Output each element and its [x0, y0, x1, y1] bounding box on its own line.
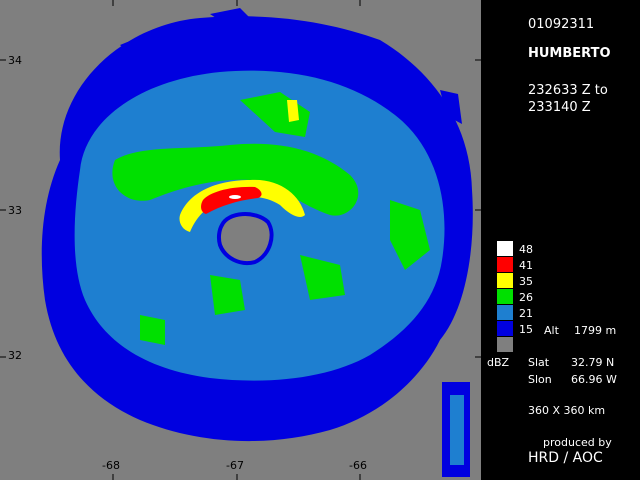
radar-reflectivity-plot: [0, 0, 481, 480]
time-start: 232633 Z to: [528, 83, 608, 98]
storm-eye: [216, 212, 274, 265]
legend-swatch-41: [497, 257, 513, 272]
credit-line-1: produced by: [543, 436, 612, 449]
info-panel: 01092311 HUMBERTO 232633 Z to 233140 Z 4…: [481, 0, 640, 480]
echo-26dbz: [112, 92, 430, 345]
legend-value: 21: [519, 307, 533, 320]
slon-value: 66.96 W: [571, 373, 617, 386]
legend-value: 15: [519, 323, 533, 336]
lat-label-34: 34: [8, 54, 22, 67]
legend-value: 41: [519, 259, 533, 272]
legend-swatch-26: [497, 289, 513, 304]
radar-map: 34 33 32 -68 -67 -66: [0, 0, 481, 480]
legend-swatch-15: [497, 321, 513, 336]
axis-ticks: [0, 0, 481, 480]
lat-label-32: 32: [8, 349, 22, 362]
slat-value: 32.79 N: [571, 356, 615, 369]
lon-label-68: -68: [102, 459, 120, 472]
legend-swatch-48: [497, 241, 513, 256]
alt-value: 1799 m: [574, 324, 617, 337]
legend-value: 48: [519, 243, 533, 256]
legend-value: 35: [519, 275, 533, 288]
storm-name: HUMBERTO: [528, 46, 611, 61]
credit-line-2: HRD / AOC: [528, 450, 603, 466]
echo-48dbz: [229, 195, 241, 199]
alt-label: Alt: [544, 324, 559, 337]
legend-swatch-21: [497, 305, 513, 320]
lon-label-66: -66: [349, 459, 367, 472]
time-end: 233140 Z: [528, 100, 591, 115]
date-code: 01092311: [528, 17, 595, 32]
slon-label: Slon: [528, 373, 552, 386]
lon-label-67: -67: [226, 459, 244, 472]
legend-swatch-no-echo: [497, 337, 513, 352]
slat-label: Slat: [528, 356, 550, 369]
legend-value: 26: [519, 291, 533, 304]
echo-41dbz: [201, 186, 262, 214]
echo-21dbz-rainband: [450, 395, 464, 465]
lat-label-33: 33: [8, 204, 22, 217]
legend-swatch-35: [497, 273, 513, 288]
unit-label: dBZ: [487, 356, 510, 369]
domain-size: 360 X 360 km: [528, 404, 606, 417]
